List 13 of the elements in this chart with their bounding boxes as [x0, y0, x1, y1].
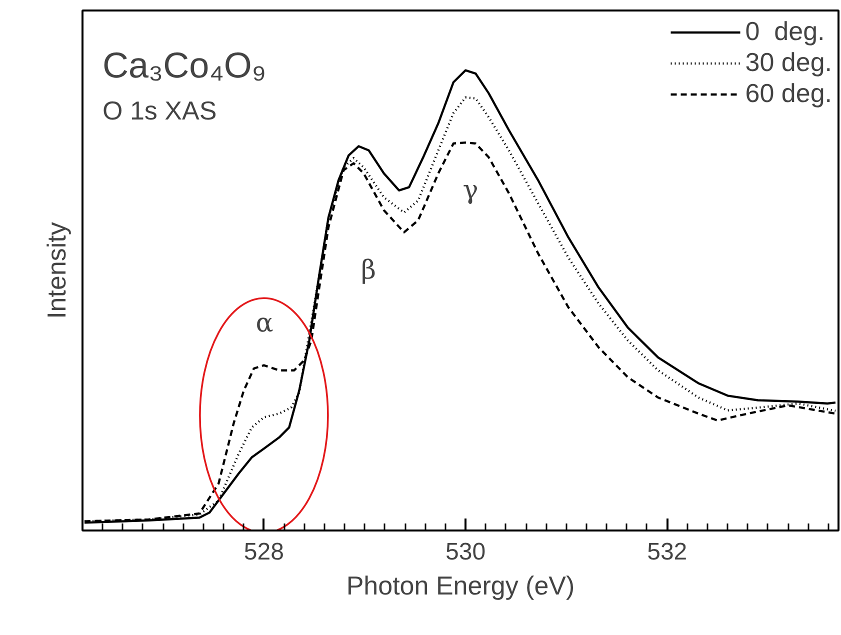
chart-title: Ca₃Co₄O₉: [102, 44, 266, 86]
text: O 1s XAS: [102, 96, 217, 126]
legend-label: 60 deg.: [745, 78, 832, 109]
annotation: γ: [462, 176, 478, 206]
annotation: β: [360, 256, 376, 286]
legend-label: 0 deg.: [745, 16, 825, 47]
x-tick-label: 530: [446, 538, 486, 566]
x-tick-label: 528: [244, 538, 284, 566]
y-axis-title: Intensity: [42, 222, 72, 319]
x-axis-title: Photon Energy (eV): [346, 570, 575, 600]
annotation: α: [256, 308, 274, 338]
x-tick-label: 532: [647, 538, 688, 566]
legend-label: 30 deg.: [745, 47, 832, 78]
